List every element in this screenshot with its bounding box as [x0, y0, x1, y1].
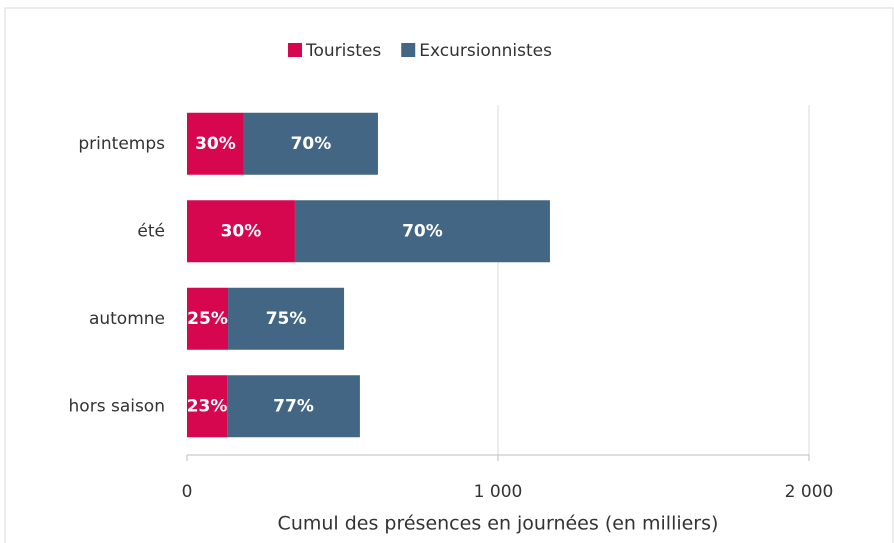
bar-segment	[187, 200, 295, 263]
bar-segment	[228, 287, 345, 350]
legend-label: Excursionnistes	[419, 41, 552, 61]
x-tick-label: 0	[182, 482, 193, 502]
x-tick-label: 1 000	[474, 482, 523, 502]
x-tick-label: 2 000	[785, 482, 834, 502]
y-tick-label: automne	[89, 309, 165, 329]
bar-segment	[243, 112, 378, 175]
y-tick-label: été	[137, 221, 165, 241]
bar-segment	[294, 200, 550, 263]
data-label: 75%	[266, 309, 307, 329]
bar-segment	[187, 287, 229, 350]
chart-frame	[4, 7, 894, 543]
x-axis-title: Cumul des présences en journées (en mill…	[278, 513, 719, 535]
legend-label: Touristes	[305, 41, 381, 61]
legend-swatch	[401, 43, 416, 57]
data-label: 30%	[221, 221, 262, 241]
data-label: 70%	[291, 134, 332, 154]
data-label: 23%	[187, 396, 228, 416]
data-label: 30%	[195, 134, 236, 154]
data-label: 70%	[402, 221, 443, 241]
legend-swatch	[288, 43, 302, 57]
y-tick-label: printemps	[78, 134, 165, 154]
bar-segment	[187, 375, 228, 438]
data-label: 25%	[187, 309, 228, 329]
data-label: 77%	[273, 396, 314, 416]
bar-segment	[187, 112, 244, 175]
y-tick-label: hors saison	[69, 396, 165, 416]
bar-segment	[227, 375, 360, 438]
